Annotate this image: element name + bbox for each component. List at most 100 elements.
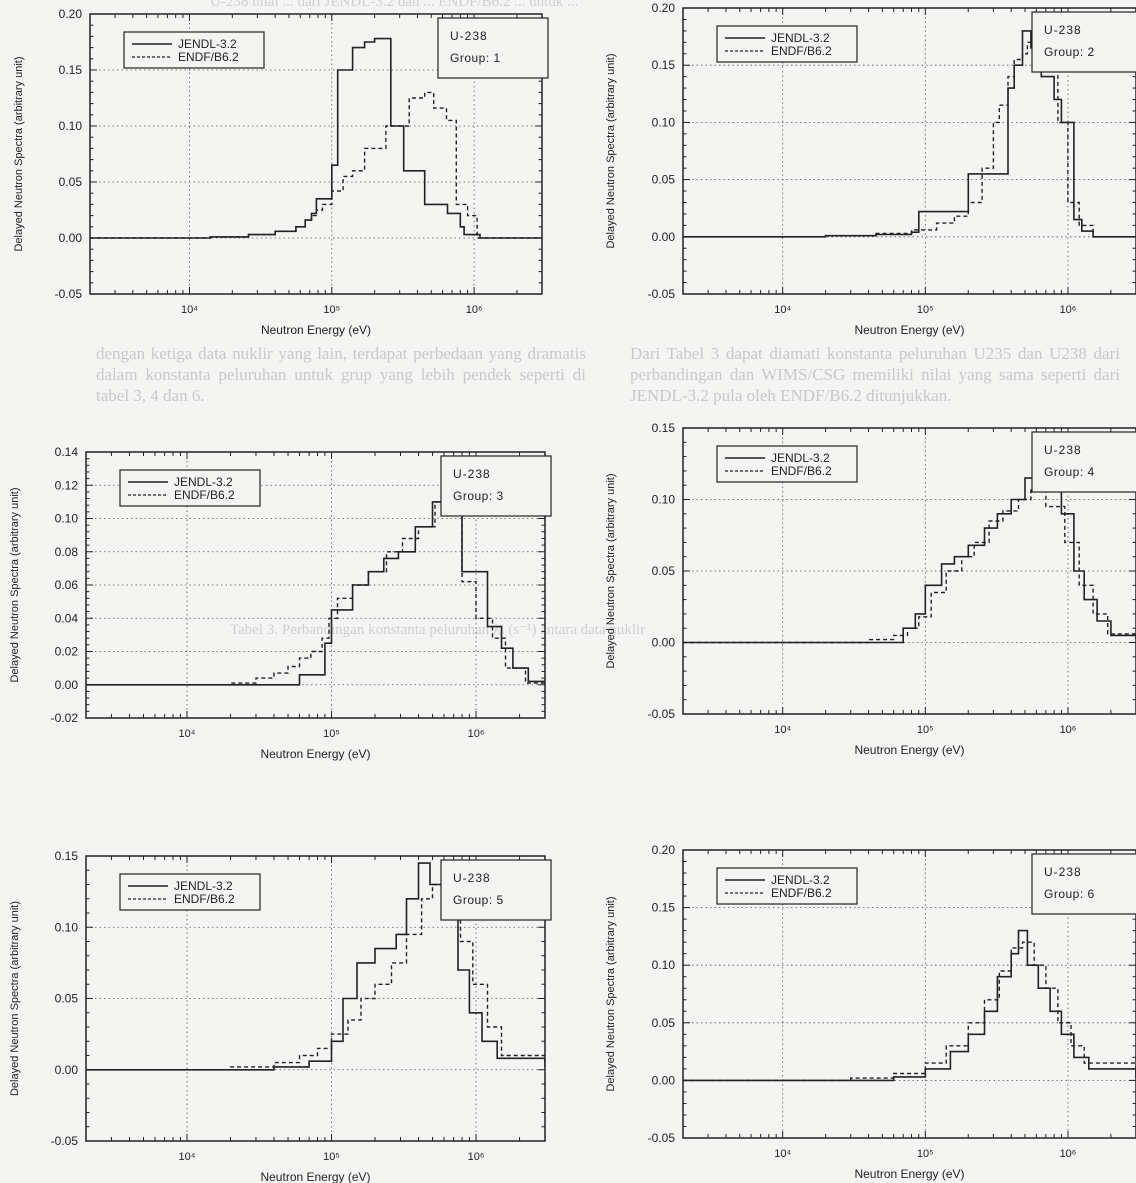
group-label: Group: 5 bbox=[453, 893, 504, 907]
y-tick-label: 0.05 bbox=[59, 175, 83, 189]
chart-panel-group-1: -0.05 0.00 0.05 0.10 0.15 0.20 10⁴ 10⁵ 10⁶ Neutro… bbox=[13, 7, 549, 337]
y-tick-label: 0.05 bbox=[652, 1016, 676, 1030]
x-axis-label: Neutron Energy (eV) bbox=[261, 323, 371, 337]
y-tick-label: 0.12 bbox=[55, 478, 79, 492]
x-tick-label: 10⁴ bbox=[179, 728, 196, 740]
x-tick-label: 10⁶ bbox=[1060, 1148, 1077, 1160]
x-tick-label: 10⁴ bbox=[181, 304, 198, 316]
y-tick-label: -0.02 bbox=[51, 711, 79, 725]
legend-label-endf: ENDF/B6.2 bbox=[771, 886, 832, 900]
y-tick-label: 0.20 bbox=[652, 843, 676, 857]
y-axis-label: Delayed Neutron Spectra (arbitrary unit) bbox=[605, 473, 617, 668]
x-axis-label: Neutron Energy (eV) bbox=[854, 1167, 964, 1181]
chart-panel-group-4: 0.00 0.05 0.10 0.15 -0.05 10⁴ 10⁵ 10⁶ Neutron En… bbox=[605, 421, 1136, 757]
y-tick-label: 0.15 bbox=[652, 901, 676, 915]
legend-label-endf: ENDF/B6.2 bbox=[771, 464, 832, 478]
x-tick-label: 10⁴ bbox=[774, 304, 791, 316]
x-axis-label: Neutron Energy (eV) bbox=[260, 1170, 370, 1183]
x-tick-label: 10⁵ bbox=[323, 1151, 340, 1163]
series-line-endf-b6-2 bbox=[86, 501, 545, 686]
legend-box bbox=[123, 31, 265, 69]
x-tick-label: 10⁶ bbox=[468, 1151, 485, 1163]
y-axis-label: Delayed Neutron Spectra (arbitrary unit) bbox=[9, 901, 21, 1096]
y-tick-label: 0.05 bbox=[652, 564, 676, 578]
series-line-jendl-3-2 bbox=[683, 473, 1136, 644]
plot-frame bbox=[85, 855, 546, 1142]
group-label: Group: 4 bbox=[1044, 465, 1095, 479]
group-box bbox=[1031, 11, 1136, 73]
y-axis-label: Delayed Neutron Spectra (arbitrary unit) bbox=[605, 896, 617, 1091]
bleed-left-paragraph: dengan ketiga data nuklir yang lain, ter… bbox=[96, 344, 586, 405]
isotope-label: U-238 bbox=[1044, 23, 1082, 37]
isotope-label: U-238 bbox=[453, 467, 491, 481]
y-tick-label: 0.15 bbox=[55, 849, 79, 863]
isotope-label: U-238 bbox=[1044, 865, 1082, 879]
group-label: Group: 6 bbox=[1044, 887, 1095, 901]
group-box bbox=[440, 455, 552, 517]
y-tick-label: 0.02 bbox=[55, 645, 79, 659]
y-tick-label: 0.20 bbox=[652, 1, 676, 15]
chart-panel-group-3: -0.02 0.00 0.02 0.04 0.06 0.08 0.10 0.12 0.14 10⁴… bbox=[9, 445, 552, 761]
series-line-endf-b6-2 bbox=[683, 41, 1136, 238]
series-line-endf-b6-2 bbox=[90, 91, 542, 239]
legend-label-endf: ENDF/B6.2 bbox=[771, 44, 832, 58]
y-tick-label: -0.05 bbox=[55, 287, 83, 301]
legend-label-jendl: JENDL-3.2 bbox=[771, 31, 830, 45]
isotope-label: U-238 bbox=[453, 871, 491, 885]
y-tick-label: -0.05 bbox=[648, 1131, 676, 1145]
group-label: Group: 1 bbox=[450, 51, 501, 65]
y-axis-label: Delayed Neutron Spectra (arbitrary unit) bbox=[605, 53, 617, 248]
x-tick-label: 10⁵ bbox=[323, 728, 340, 740]
isotope-label: U-238 bbox=[450, 29, 488, 43]
x-tick-label: 10⁶ bbox=[1060, 724, 1077, 736]
plot-frame bbox=[682, 7, 1136, 295]
x-axis-label: Neutron Energy (eV) bbox=[854, 323, 964, 337]
x-tick-label: 10⁵ bbox=[323, 304, 340, 316]
y-tick-label: 0.00 bbox=[652, 230, 676, 244]
y-tick-label: 0.15 bbox=[59, 63, 83, 77]
series-line-jendl-3-2 bbox=[86, 862, 545, 1071]
chart-panel-group-2: -0.05 0.00 0.05 0.10 0.15 0.20 10⁴ 10⁵ 10⁶ Neutro… bbox=[605, 1, 1136, 337]
legend-label-endf: ENDF/B6.2 bbox=[174, 892, 235, 906]
series-line-jendl-3-2 bbox=[90, 37, 542, 239]
legend-label-jendl: JENDL-3.2 bbox=[771, 451, 830, 465]
plot-frame bbox=[89, 13, 543, 295]
legend-label-jendl: JENDL-3.2 bbox=[174, 475, 233, 489]
series-line-jendl-3-2 bbox=[683, 30, 1136, 238]
x-tick-label: 10⁴ bbox=[774, 1148, 791, 1160]
group-box bbox=[1031, 853, 1136, 915]
group-box bbox=[437, 17, 549, 79]
x-tick-label: 10⁶ bbox=[468, 728, 485, 740]
y-tick-label: 0.00 bbox=[652, 1073, 676, 1087]
y-tick-label: 0.10 bbox=[55, 920, 79, 934]
y-tick-label: 0.00 bbox=[55, 678, 79, 692]
y-tick-label: 0.10 bbox=[59, 119, 83, 133]
x-tick-label: 10⁶ bbox=[1060, 304, 1077, 316]
y-tick-label: 0.08 bbox=[55, 545, 79, 559]
bleed-top-text: U-238 nilai ... dari JENDL-3.2 dan ... E… bbox=[210, 0, 579, 10]
legend-box bbox=[119, 873, 261, 911]
x-tick-label: 10⁴ bbox=[179, 1151, 196, 1163]
y-tick-label: -0.05 bbox=[51, 1134, 79, 1148]
plot-frame bbox=[85, 451, 546, 719]
legend-label-endf: ENDF/B6.2 bbox=[178, 50, 239, 64]
x-tick-label: 10⁵ bbox=[917, 304, 934, 316]
bleed-table-caption: Tabel 3. Perbandingan konstanta peluruha… bbox=[230, 622, 646, 638]
y-tick-label: 0.00 bbox=[652, 636, 676, 650]
y-tick-label: -0.05 bbox=[648, 707, 676, 721]
legend-label-jendl: JENDL-3.2 bbox=[178, 37, 237, 51]
y-tick-label: 0.04 bbox=[55, 611, 79, 625]
x-axis-label: Neutron Energy (eV) bbox=[260, 747, 370, 761]
x-tick-label: 10⁵ bbox=[917, 1148, 934, 1160]
bleed-right-paragraph: Dari Tabel 3 dapat diamati konstanta pel… bbox=[630, 344, 1120, 405]
y-tick-label: 0.00 bbox=[55, 1063, 79, 1077]
series-line-jendl-3-2 bbox=[683, 929, 1136, 1082]
y-tick-label: 0.10 bbox=[652, 493, 676, 507]
y-tick-label: 0.05 bbox=[55, 992, 79, 1006]
y-tick-label: 0.00 bbox=[59, 231, 83, 245]
group-label: Group: 3 bbox=[453, 489, 504, 503]
y-tick-label: -0.05 bbox=[648, 287, 676, 301]
series-line-endf-b6-2 bbox=[683, 487, 1136, 644]
legend-box bbox=[716, 445, 858, 483]
